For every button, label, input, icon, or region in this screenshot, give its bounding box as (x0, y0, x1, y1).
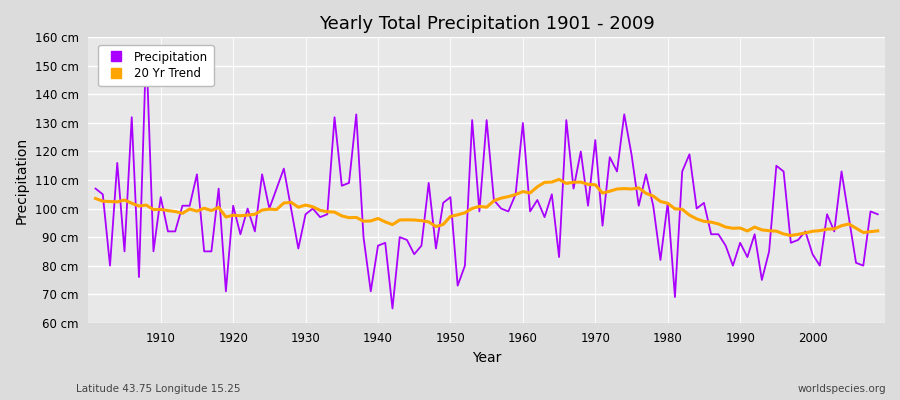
Text: worldspecies.org: worldspecies.org (798, 384, 886, 394)
X-axis label: Year: Year (472, 351, 501, 365)
Title: Yearly Total Precipitation 1901 - 2009: Yearly Total Precipitation 1901 - 2009 (319, 15, 654, 33)
Y-axis label: Precipitation: Precipitation (15, 136, 29, 224)
Legend: Precipitation, 20 Yr Trend: Precipitation, 20 Yr Trend (98, 45, 213, 86)
Text: Latitude 43.75 Longitude 15.25: Latitude 43.75 Longitude 15.25 (76, 384, 241, 394)
